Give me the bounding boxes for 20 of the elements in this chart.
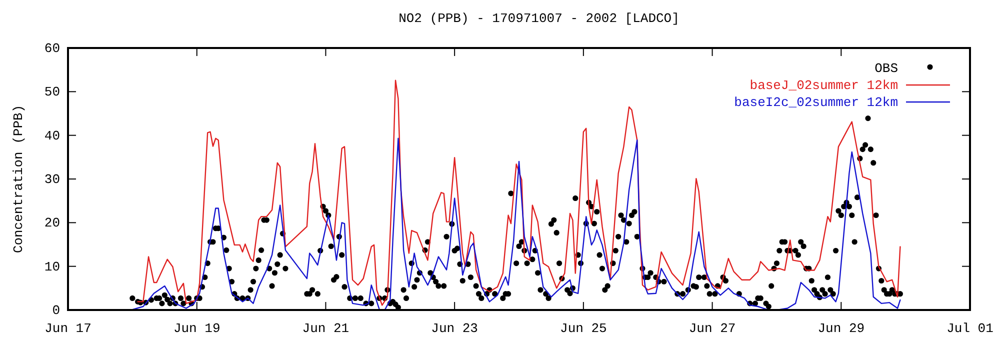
legend-label: baseI2c_02summer 12km — [734, 95, 898, 110]
x-tick-label: Jun 17 — [44, 321, 92, 336]
x-tick-label: Jun 21 — [302, 321, 350, 336]
x-tick-label: Jun 25 — [560, 321, 607, 336]
y-tick-label: 40 — [44, 128, 60, 144]
x-tick-label: Jun 19 — [173, 321, 220, 336]
y-axis-title: Concentration (PPB) — [11, 104, 26, 254]
x-tick-label: Jun 27 — [688, 321, 736, 336]
x-tick-label: Jun 23 — [431, 321, 478, 336]
y-tick-label: 60 — [44, 41, 60, 56]
x-tick-label: Jul 01 — [946, 321, 994, 336]
y-tick-label: 0 — [52, 303, 60, 318]
y-tick-label: 50 — [44, 84, 60, 100]
y-tick-label: 10 — [44, 259, 60, 274]
y-tick-label: 20 — [44, 216, 60, 231]
chart-title: NO2 (PPB) - 170971007 - 2002 [LADCO] — [398, 11, 680, 26]
legend-label: OBS — [874, 61, 898, 76]
y-tick-label: 30 — [44, 172, 60, 187]
x-tick-label: Jun 29 — [818, 321, 865, 336]
legend-label: baseJ_02summer 12km — [750, 78, 898, 93]
